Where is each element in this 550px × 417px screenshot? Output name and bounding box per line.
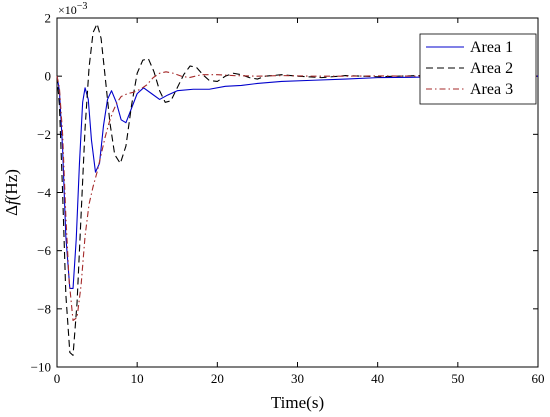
legend-frame: [419, 33, 537, 105]
y-axis-label-prefix: Δ: [2, 205, 21, 216]
y-tick-label: −8: [37, 301, 51, 316]
x-tick-label: 10: [131, 371, 144, 386]
y-tick-label: −4: [37, 185, 51, 200]
x-tick-label: 0: [54, 371, 61, 386]
y-axis-scale-base: ×10: [58, 3, 77, 17]
y-axis-scale-factor: ×10−3: [58, 1, 87, 17]
y-axis-label-symbol: f: [2, 198, 21, 205]
y-axis-label-suffix: (Hz): [2, 169, 21, 200]
x-tick-label: 60: [532, 371, 545, 386]
legend-label-2: Area 2: [470, 60, 513, 77]
x-tick-label: 40: [371, 371, 384, 386]
y-axis-scale-exponent: −3: [77, 1, 88, 12]
x-tick-label: 50: [451, 371, 464, 386]
legend-label-3: Area 3: [470, 81, 513, 98]
x-tick-label: 20: [211, 371, 224, 386]
x-axis: 0 10 20 30 40 50 60: [54, 18, 545, 386]
y-tick-label: 0: [45, 69, 52, 84]
y-tick-label: −2: [37, 127, 51, 142]
x-axis-label: Time(s): [271, 393, 324, 412]
y-axis-label: Δf(Hz): [2, 169, 21, 216]
x-tick-label: 30: [291, 371, 304, 386]
y-axis: −10 −8 −6 −4 −2 0 2: [31, 11, 538, 375]
series-line-3: [56, 71, 538, 322]
series-line-1: [56, 75, 538, 290]
y-tick-label: −10: [31, 360, 51, 375]
y-tick-label: 2: [45, 11, 52, 26]
legend: Area 1 Area 2 Area 3: [419, 33, 537, 105]
y-tick-label: −6: [37, 243, 51, 258]
series-group: [56, 23, 538, 356]
legend-label-1: Area 1: [470, 39, 513, 56]
